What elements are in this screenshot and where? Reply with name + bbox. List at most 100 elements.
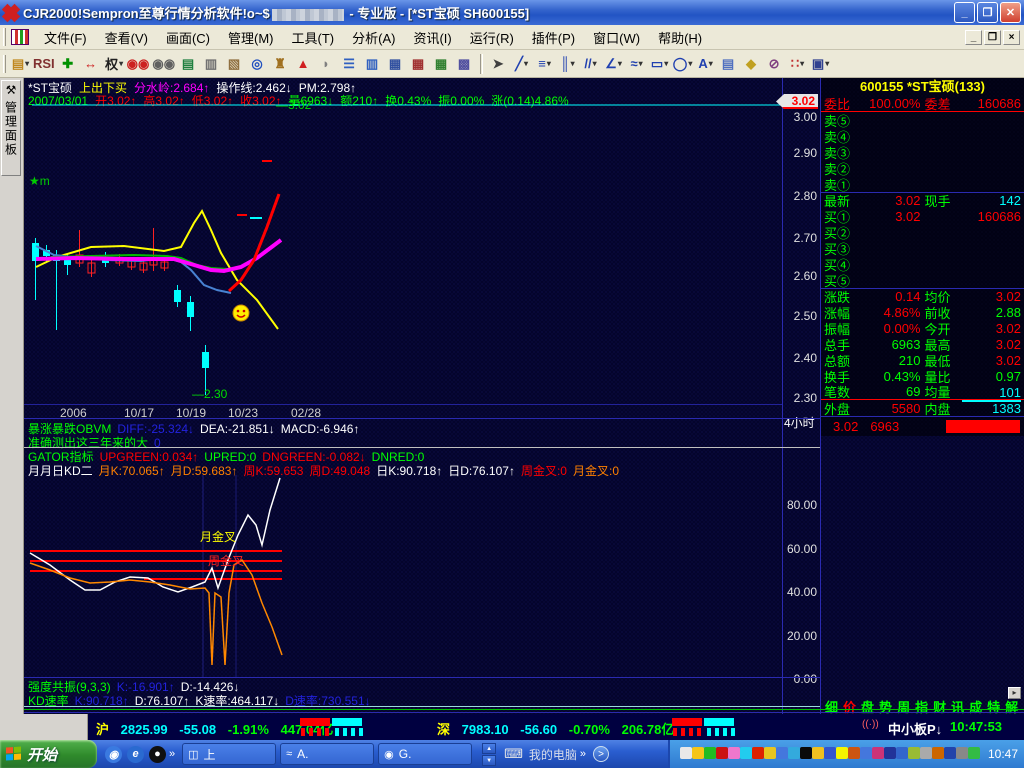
tray-icon[interactable] — [787, 746, 800, 759]
tray-icon[interactable] — [691, 746, 704, 759]
mdi-close-button[interactable]: × — [1003, 29, 1020, 45]
eraser-icon[interactable]: ◆ — [740, 53, 763, 75]
desktop-toolbar-label[interactable]: 我的电脑 — [528, 747, 577, 762]
tray-icon[interactable] — [763, 746, 776, 759]
minimize-button[interactable]: _ — [954, 2, 975, 23]
tray-icon[interactable] — [751, 746, 764, 759]
quote-list-icon[interactable]: ☰ — [338, 53, 361, 75]
menu-item[interactable]: 窗口(W) — [593, 30, 641, 46]
scroll-down-button[interactable]: ▼ — [482, 754, 497, 766]
task-button[interactable]: ◉ G. — [378, 743, 473, 765]
menu-item[interactable]: 运行(R) — [469, 30, 514, 46]
quote-tab[interactable]: 特 — [987, 700, 1001, 715]
close-button[interactable]: ✕ — [1000, 2, 1021, 23]
tray-icon[interactable] — [739, 746, 752, 759]
rectangle-tool-icon[interactable]: ▭ ▾ — [648, 53, 671, 75]
tray-icon[interactable] — [943, 746, 956, 759]
menu-item[interactable]: 帮助(H) — [658, 30, 703, 46]
text-tool-icon[interactable]: A ▾ — [694, 53, 717, 75]
chart-window-4-icon[interactable]: ▩ — [453, 53, 476, 75]
vline-tool-icon[interactable]: ║ ▾ — [556, 53, 579, 75]
alarm-bell-icon[interactable]: ▲ — [292, 53, 315, 75]
task-button[interactable]: ≈ A. — [280, 743, 375, 765]
tray-icon[interactable] — [883, 746, 896, 759]
start-button[interactable]: 开始 — [0, 740, 97, 768]
tray-icon[interactable] — [847, 746, 860, 759]
tray-icon[interactable] — [907, 746, 920, 759]
panel-scroll-button[interactable]: ▸ — [1008, 687, 1021, 699]
tray-icon[interactable] — [679, 746, 692, 759]
quick-launch-icon[interactable]: ◉ — [105, 745, 122, 763]
quote-tab[interactable]: 周 — [897, 700, 911, 715]
tray-icon[interactable] — [835, 746, 848, 759]
scroll-up-button[interactable]: ▲ — [482, 742, 497, 754]
quote-tab[interactable]: 讯 — [951, 700, 965, 715]
menubar-grip[interactable] — [3, 28, 6, 46]
menu-item[interactable]: 分析(A) — [352, 30, 396, 46]
note-icon[interactable]: ▤ — [717, 53, 740, 75]
toolbar-grip[interactable] — [3, 54, 6, 73]
tray-icon[interactable] — [703, 746, 716, 759]
menu-item[interactable]: 查看(V) — [104, 30, 148, 46]
mdi-restore-button[interactable]: ❐ — [984, 29, 1001, 45]
chart-window-2-icon[interactable]: ▦ — [407, 53, 430, 75]
rights-quan-icon[interactable]: 权 ▾ — [103, 53, 126, 75]
expand-button[interactable]: > — [593, 746, 610, 762]
fan-lines-icon[interactable]: //▾ — [579, 53, 602, 75]
tray-icon[interactable] — [715, 746, 728, 759]
tray-icon[interactable] — [919, 746, 932, 759]
columns-icon[interactable]: ▥ — [361, 53, 384, 75]
chart-window-1-icon[interactable]: ▦ — [384, 53, 407, 75]
tray-icon[interactable] — [931, 746, 944, 759]
tray-icon[interactable] — [859, 746, 872, 759]
tray-icon[interactable] — [727, 746, 740, 759]
wave-tool-icon[interactable]: ≈ ▾ — [625, 53, 648, 75]
cursor-icon[interactable]: ➤ — [487, 53, 510, 75]
task-button[interactable]: ◫ 上 — [182, 743, 277, 765]
hline-tool-icon[interactable]: ≡ ▾ — [533, 53, 556, 75]
tray-icon[interactable] — [799, 746, 812, 759]
quick-launch-overflow[interactable]: » — [169, 748, 176, 760]
period-label[interactable]: 4小时 — [784, 416, 815, 430]
tray-icon[interactable] — [955, 746, 968, 759]
quote-tab[interactable]: 盘 — [861, 700, 875, 715]
delete-tool-icon[interactable]: ⊘ — [763, 53, 786, 75]
tray-icon[interactable] — [871, 746, 884, 759]
color-dots-icon[interactable]: ∷ ▾ — [786, 53, 809, 75]
main-candlestick-chart[interactable]: —3.02 —2.30 ★m — [24, 95, 782, 418]
quote-tab[interactable]: 解 — [1005, 700, 1019, 715]
keyboard-icon[interactable]: ⌨ — [504, 746, 523, 761]
tray-icon[interactable] — [811, 746, 824, 759]
tray-icon[interactable] — [823, 746, 836, 759]
management-panel-button[interactable]: ⚒ 管理面板 — [1, 80, 21, 176]
open-folder-icon[interactable]: ▤ ▾ — [9, 53, 32, 75]
magnifier-icon[interactable]: ◎ — [246, 53, 269, 75]
menu-item[interactable]: 管理(M) — [228, 30, 274, 46]
tray-icon[interactable] — [967, 746, 980, 759]
menu-item[interactable]: 插件(P) — [531, 30, 576, 46]
menu-item[interactable]: 画面(C) — [165, 30, 210, 46]
toolbar-overflow[interactable]: » — [579, 748, 587, 760]
menu-item[interactable]: 资讯(I) — [413, 30, 452, 46]
trendline-icon[interactable]: ╱ ▾ — [510, 53, 533, 75]
move-cross-icon[interactable]: ✚ — [57, 53, 80, 75]
signal-lights-icon[interactable]: ◉◉ — [126, 53, 152, 75]
quote-tab[interactable]: 财 — [933, 700, 947, 715]
quote-tab[interactable]: 成 — [969, 700, 983, 715]
calendar-book-icon[interactable]: ▤ — [177, 53, 200, 75]
quote-tab[interactable]: 价 — [843, 700, 857, 715]
tray-icon[interactable] — [775, 746, 788, 759]
menu-item[interactable]: 工具(T) — [291, 30, 335, 46]
ellipse-tool-icon[interactable]: ◯ ▾ — [671, 53, 694, 75]
swap-arrows-icon[interactable]: ↔ — [80, 53, 103, 75]
gann-angle-icon[interactable]: ∠ ▾ — [602, 53, 625, 75]
mdi-minimize-button[interactable]: _ — [965, 29, 982, 45]
quote-tab[interactable]: 细 — [825, 700, 839, 715]
rsi-icon[interactable]: RSI — [32, 53, 57, 75]
signal-off-icon[interactable]: ◉◉ — [151, 53, 177, 75]
quote-tab[interactable]: 势 — [879, 700, 893, 715]
save-layout-icon[interactable]: ▣ ▾ — [809, 53, 832, 75]
copy-pages-icon[interactable]: ▥ — [200, 53, 223, 75]
chart-window-3-icon[interactable]: ▦ — [430, 53, 453, 75]
